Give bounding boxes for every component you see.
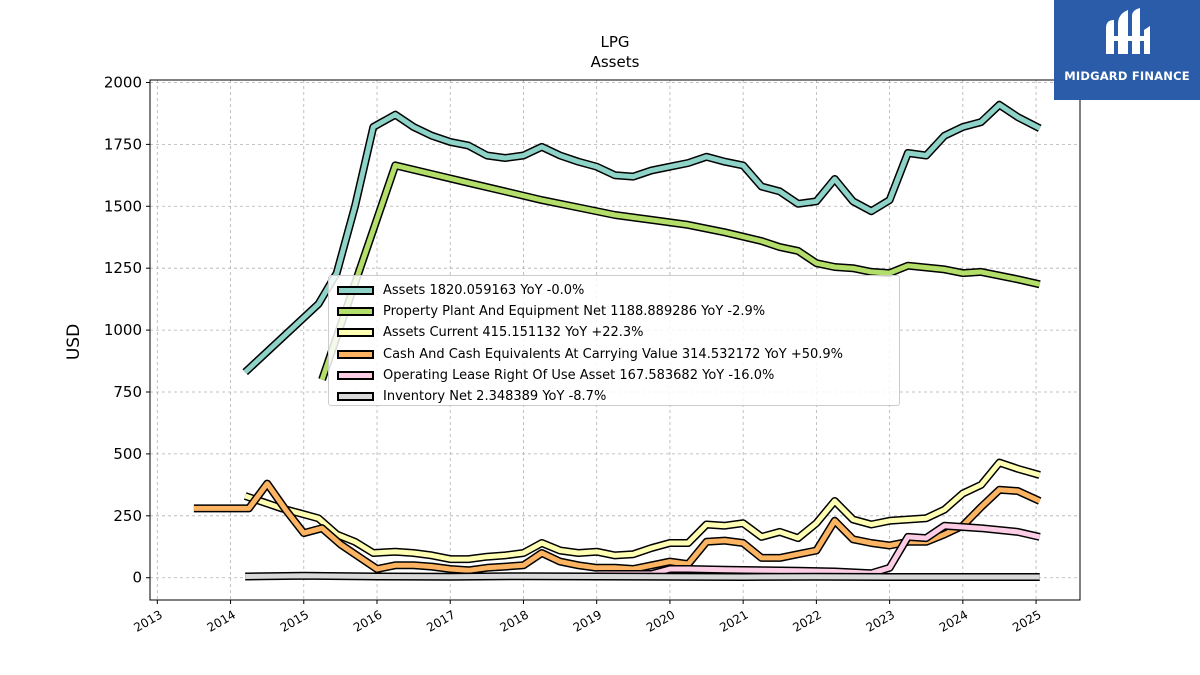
y-tick-label: 1000 bbox=[104, 321, 142, 339]
legend: Assets 1820.059163 YoY -0.0% Property Pla… bbox=[328, 275, 900, 406]
x-tick-label: 2020 bbox=[644, 607, 677, 634]
axes-frame bbox=[149, 79, 1081, 601]
brand-mark-icon bbox=[1106, 8, 1150, 54]
brand-name: MIDGARD FINANCE bbox=[1064, 69, 1190, 83]
x-tick-label: 2018 bbox=[498, 607, 531, 634]
y-tick-label: 1750 bbox=[104, 135, 142, 153]
legend-swatch bbox=[337, 307, 374, 317]
legend-swatch bbox=[337, 349, 374, 359]
y-tick-label: 1250 bbox=[104, 259, 142, 277]
y-tick-label: 750 bbox=[113, 383, 142, 401]
series-line-2 bbox=[319, 162, 1041, 381]
legend-item: Assets Current 415.151132 YoY +22.3% bbox=[335, 322, 893, 343]
chart-subtitle: Assets bbox=[591, 53, 640, 71]
x-tick-label: 2016 bbox=[351, 607, 384, 634]
brand-logo: MIDGARD FINANCE bbox=[1054, 0, 1200, 100]
series-line-1 bbox=[243, 102, 1041, 375]
legend-label: Cash And Cash Equivalents At Carrying Va… bbox=[383, 346, 844, 362]
x-tick-label: 2014 bbox=[205, 607, 238, 634]
y-tick-label: 2000 bbox=[104, 73, 142, 91]
legend-label: Property Plant And Equipment Net 1188.88… bbox=[383, 304, 766, 320]
legend-swatch bbox=[337, 328, 374, 338]
x-tick-label: 2022 bbox=[790, 607, 823, 634]
legend-item: Inventory Net 2.348389 YoY -8.7% bbox=[335, 386, 893, 407]
legend-swatch bbox=[337, 392, 374, 402]
y-axis-label: USD bbox=[64, 324, 84, 360]
legend-swatch bbox=[337, 370, 374, 380]
y-tick-label: 500 bbox=[113, 445, 142, 463]
legend-item: Property Plant And Equipment Net 1188.88… bbox=[335, 301, 893, 322]
x-tick-label: 2021 bbox=[717, 607, 750, 634]
x-tick-label: 2017 bbox=[424, 607, 457, 634]
legend-item: Operating Lease Right Of Use Asset 167.5… bbox=[335, 365, 893, 386]
legend-label: Inventory Net 2.348389 YoY -8.7% bbox=[383, 389, 607, 405]
series-line-3 bbox=[244, 460, 1041, 562]
x-tick-label: 2019 bbox=[571, 607, 604, 634]
x-tick-label: 2025 bbox=[1010, 607, 1043, 634]
legend-label: Assets Current 415.151132 YoY +22.3% bbox=[383, 325, 644, 341]
legend-label: Assets 1820.059163 YoY -0.0% bbox=[383, 283, 585, 299]
series-line-6 bbox=[245, 573, 1040, 580]
series-group bbox=[193, 100, 1042, 581]
x-tick-label: 2024 bbox=[937, 607, 970, 634]
legend-swatch bbox=[337, 286, 374, 296]
chart-title: LPG bbox=[600, 33, 629, 51]
legend-item: Assets 1820.059163 YoY -0.0% bbox=[335, 280, 893, 301]
legend-item: Cash And Cash Equivalents At Carrying Va… bbox=[335, 344, 893, 365]
x-tick-label: 2015 bbox=[278, 607, 311, 634]
x-tick-label: 2023 bbox=[864, 607, 897, 634]
x-tick-label: 2013 bbox=[131, 607, 164, 634]
y-tick-label: 0 bbox=[132, 569, 142, 587]
legend-label: Operating Lease Right Of Use Asset 167.5… bbox=[383, 367, 775, 383]
y-tick-label: 1500 bbox=[104, 197, 142, 215]
y-tick-label: 250 bbox=[113, 507, 142, 525]
